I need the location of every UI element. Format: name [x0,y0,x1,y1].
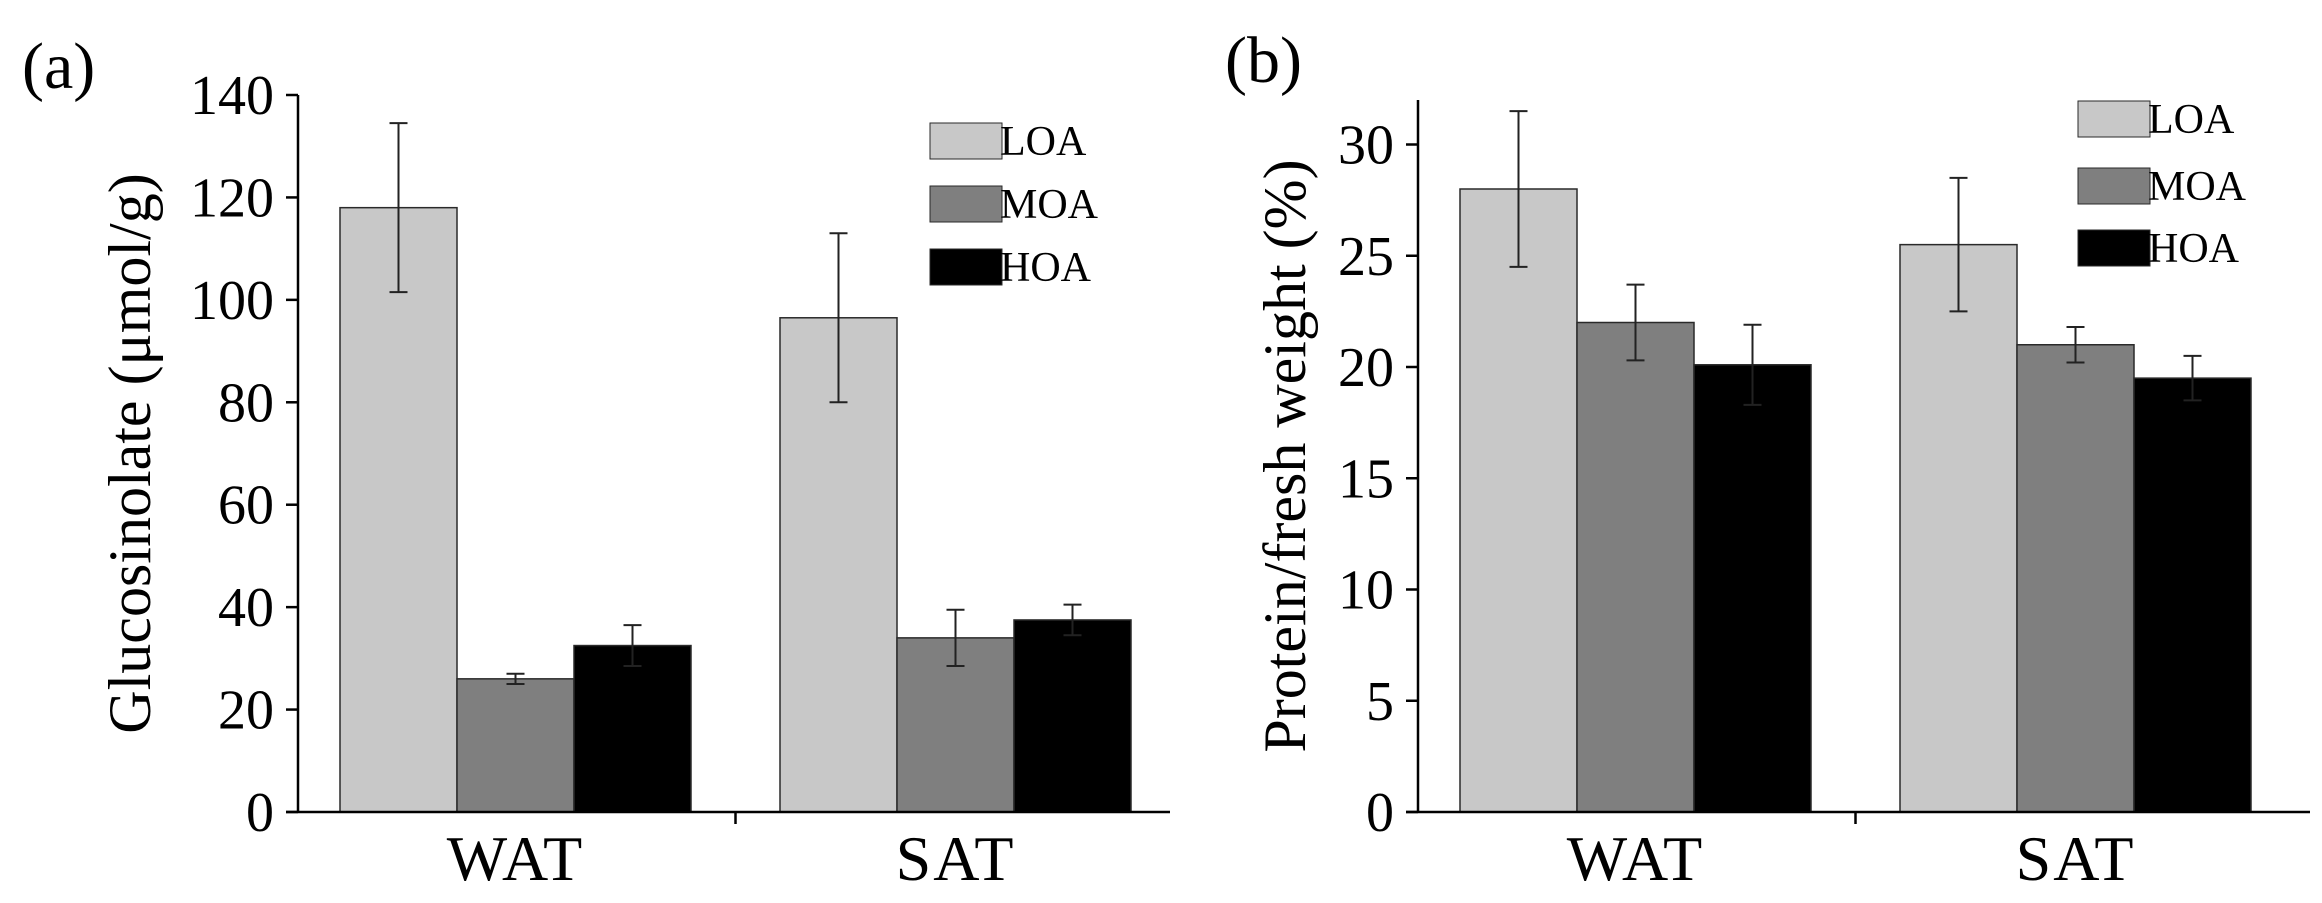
bar-hoa-wat [573,644,692,813]
x-category-label: SAT [2016,823,2136,894]
y-axis-label: Protein/fresh weight (%) [1252,159,1318,752]
legend-swatch-hoa [2077,229,2151,267]
panel-label: (a) [22,30,95,103]
legend-label-loa: LOA [1000,119,1087,165]
bar-loa-sat [1899,243,2018,813]
legend-label-moa: MOA [2148,164,2247,210]
legend: LOA MOA HOA [929,119,1099,291]
legend-swatch-loa [2077,100,2151,138]
y-tick-label: 20 [218,680,274,742]
x-category-label: SAT [896,823,1016,894]
bar-loa-wat [339,206,458,813]
chart-panel-a: (a) Glucosinolate (μmol/g) 0 20 40 60 80 100 120… [22,30,1170,894]
x-category-label: WAT [447,823,585,894]
y-tick-label: 60 [218,475,274,537]
bar-hoa-sat [1013,619,1132,813]
y-tick-label: 30 [1338,115,1394,177]
y-tick-label: 120 [190,167,274,229]
y-tick-label: 0 [1366,782,1394,844]
bar-moa-wat [1576,321,1695,813]
bar-moa-sat [2016,344,2135,813]
legend-label-moa: MOA [1000,182,1099,228]
bar-hoa-wat [1693,364,1812,813]
bar-hoa-sat [2133,377,2252,813]
y-tick-label: 100 [190,270,274,332]
legend-swatch-loa [929,122,1003,160]
bar-moa-wat [456,678,575,813]
y-tick-label: 140 [190,65,274,127]
y-tick-label: 0 [246,782,274,844]
bar-loa-wat [1459,188,1578,813]
y-tick-label: 15 [1338,448,1394,510]
y-tick-label: 80 [218,372,274,434]
legend-label-hoa: HOA [1000,245,1092,291]
y-axis-label: Glucosinolate (μmol/g) [97,173,163,733]
legend-label-loa: LOA [2148,97,2235,143]
x-category-label: WAT [1567,823,1705,894]
chart-panel-b: (b) Protein/fresh weight (%) 0 5 10 15 20 25 30 W… [1225,24,2310,894]
y-tick-label: 10 [1338,560,1394,622]
y-tick-label: 25 [1338,226,1394,288]
legend-swatch-moa [2077,167,2151,205]
y-tick-label: 40 [218,577,274,639]
y-tick-label: 5 [1366,671,1394,733]
y-tick-label: 20 [1338,337,1394,399]
legend-swatch-hoa [929,248,1003,286]
legend-label-hoa: HOA [2148,226,2240,272]
legend-swatch-moa [929,185,1003,223]
legend: LOA MOA HOA [2077,97,2247,272]
panel-label: (b) [1225,24,1302,97]
